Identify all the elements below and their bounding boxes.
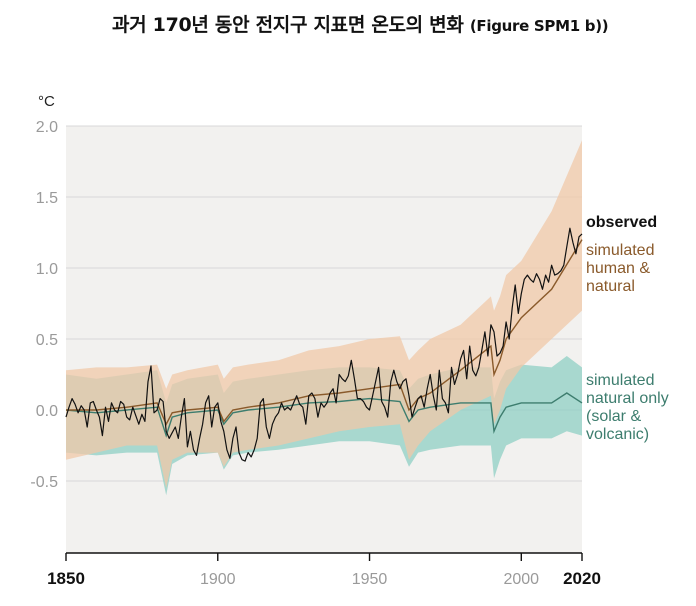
x-tick-label: 1950 bbox=[352, 571, 388, 588]
y-axis-unit: °C bbox=[38, 93, 55, 110]
axes: 2.0 1.5 1.0 0.5 0.0 -0.5 °C 1850 1900 1950 2000 202… bbox=[30, 93, 600, 588]
x-tick-label: 2020 bbox=[563, 569, 601, 588]
y-tick-label: 0.5 bbox=[36, 332, 58, 349]
chart-title: 과거 170년 동안 전지구 지표면 온도의 변화 (Figure SPM1 b… bbox=[112, 10, 696, 40]
x-tick-label: 2000 bbox=[503, 571, 539, 588]
y-tick-label: 2.0 bbox=[36, 119, 58, 136]
series-label-human_natural: natural bbox=[586, 278, 635, 295]
y-tick-label: 1.5 bbox=[36, 190, 58, 207]
x-tick-label: 1850 bbox=[47, 569, 85, 588]
series-label-natural_only: simulated bbox=[586, 372, 654, 389]
series-label-natural_only: natural only bbox=[586, 390, 669, 407]
human-natural-band bbox=[66, 140, 582, 489]
series-label-natural_only: (solar & bbox=[586, 408, 641, 425]
y-tick-label: 0.0 bbox=[36, 403, 58, 420]
y-tick-label: 1.0 bbox=[36, 261, 58, 278]
series-label-natural_only: volcanic) bbox=[586, 426, 649, 443]
series-label-observed: observed bbox=[586, 214, 657, 231]
chart-title-main: 과거 170년 동안 전지구 지표면 온도의 변화 bbox=[112, 14, 464, 36]
uncertainty-bands bbox=[66, 140, 582, 496]
natural-only-line bbox=[65, 392, 583, 438]
series-label-human_natural: human & bbox=[586, 260, 650, 277]
x-tick-label: 1900 bbox=[200, 571, 236, 588]
observed-line bbox=[65, 227, 583, 462]
y-tick-label: -0.5 bbox=[30, 474, 58, 491]
human-natural-line bbox=[66, 239, 583, 426]
series-lines bbox=[65, 227, 583, 462]
figure-reference: (Figure SPM1 b)) bbox=[469, 17, 609, 35]
series-label-human_natural: simulated bbox=[586, 242, 654, 259]
